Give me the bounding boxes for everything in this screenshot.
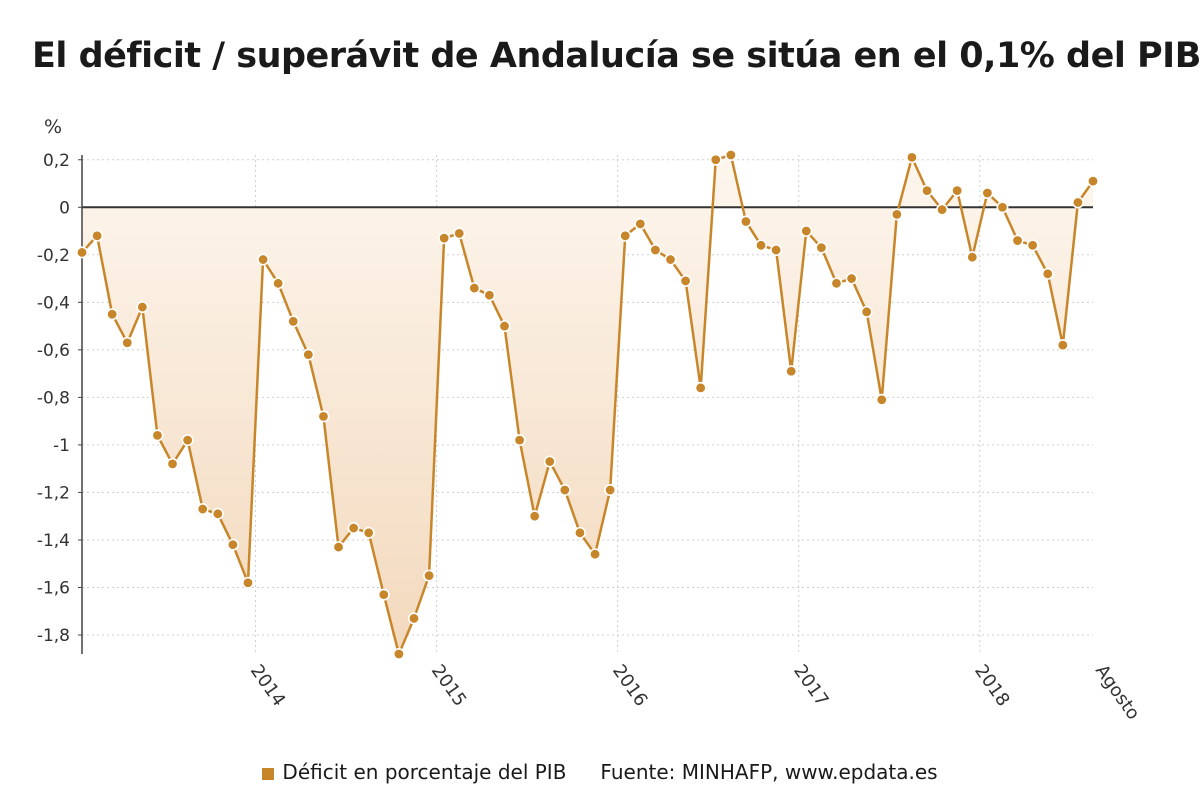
x-tick-label: 2014: [246, 661, 289, 711]
line-area-chart: 0,2 0 -0,2 -0,4 -0,6 -0,8 -1 -1,2 -1,4 -1,6 -1,8 2…: [37, 116, 1144, 724]
chart-title: El déficit / superávit de Andalucía se s…: [32, 36, 1200, 76]
data-point: [528, 510, 541, 523]
data-point: [573, 526, 586, 539]
data-point: [196, 503, 209, 516]
data-point: [694, 381, 707, 394]
data-point: [845, 272, 858, 285]
data-point: [513, 434, 526, 447]
data-points: [76, 149, 1100, 660]
data-point: [1011, 234, 1024, 247]
data-point: [302, 348, 315, 361]
y-tick-label: -1,6: [37, 578, 70, 598]
data-point: [604, 484, 617, 497]
data-point: [211, 507, 224, 520]
data-point: [1041, 267, 1054, 280]
data-point: [106, 308, 119, 321]
legend-swatch: [262, 768, 275, 780]
y-axis-label: %: [44, 116, 62, 138]
data-point: [91, 229, 104, 242]
data-point: [966, 251, 979, 264]
data-point: [830, 277, 843, 290]
data-point: [453, 227, 466, 240]
x-tick-label: Agosto: [1091, 661, 1144, 724]
y-tick-label: -1: [53, 436, 70, 456]
data-point: [241, 576, 254, 589]
x-tick-label: 2017: [789, 661, 832, 711]
data-point: [558, 484, 571, 497]
data-point: [438, 232, 451, 245]
data-point: [951, 184, 964, 197]
y-tick-label: -1,8: [37, 626, 70, 646]
y-tick-label: -0,2: [37, 246, 70, 266]
data-point: [1071, 196, 1084, 209]
data-point: [724, 149, 737, 162]
data-point: [936, 203, 949, 216]
y-tick-labels: 0,2 0 -0,2 -0,4 -0,6 -0,8 -1 -1,2 -1,4 -1,6 -1,8: [37, 151, 82, 646]
x-tick-label: 2015: [427, 661, 470, 711]
data-point: [121, 336, 134, 349]
data-point: [1087, 175, 1100, 188]
x-tick-label: 2018: [970, 661, 1013, 711]
data-point: [649, 244, 662, 257]
data-point: [739, 215, 752, 228]
y-tick-label: -0,4: [37, 293, 70, 313]
x-tick-labels: 2014 2015 2016 2017 2018 Agosto: [246, 661, 1144, 724]
data-point: [407, 612, 420, 625]
source-note: Fuente: MINHAFP, www.epdata.es: [600, 760, 938, 784]
data-point: [800, 225, 813, 238]
data-point: [634, 217, 647, 230]
data-point: [257, 253, 270, 266]
deficit-line: [81, 153, 1095, 656]
data-point: [151, 429, 164, 442]
y-tick-label: -1,4: [37, 531, 70, 551]
deficit-area: [82, 155, 1093, 654]
data-point: [860, 305, 873, 318]
data-point: [166, 457, 179, 470]
data-point: [619, 229, 632, 242]
data-point: [136, 301, 149, 314]
data-point: [875, 393, 888, 406]
y-tick-label: -0,6: [37, 341, 70, 361]
data-point: [272, 277, 285, 290]
y-tick-label: 0: [59, 198, 70, 218]
data-point: [815, 241, 828, 254]
data-point: [921, 184, 934, 197]
data-point: [709, 153, 722, 166]
legend-label: Déficit en porcentaje del PIB: [282, 760, 567, 784]
data-point: [905, 151, 918, 164]
data-point: [483, 289, 496, 302]
data-point: [981, 187, 994, 200]
data-point: [76, 246, 89, 259]
data-point: [377, 588, 390, 601]
data-point: [679, 274, 692, 287]
data-point: [362, 526, 375, 539]
data-point: [770, 244, 783, 257]
data-point: [755, 239, 768, 252]
y-tick-label: -0,8: [37, 388, 70, 408]
data-point: [332, 541, 345, 554]
data-point: [589, 548, 602, 561]
data-point: [1026, 239, 1039, 252]
data-point: [543, 455, 556, 468]
y-tick-label: 0,2: [43, 151, 70, 171]
data-point: [287, 315, 300, 328]
data-point: [392, 647, 405, 660]
data-point: [468, 282, 481, 295]
data-point: [996, 201, 1009, 214]
data-point: [664, 253, 677, 266]
data-point: [890, 208, 903, 221]
footer: Déficit en porcentaje del PIB Fuente: MIN…: [0, 760, 1200, 784]
data-point: [347, 522, 360, 535]
data-point: [317, 410, 330, 423]
x-tick-label: 2016: [608, 661, 651, 711]
data-point: [498, 320, 511, 333]
data-point: [785, 365, 798, 378]
data-point: [181, 434, 194, 447]
y-tick-label: -1,2: [37, 483, 70, 503]
data-point: [423, 569, 436, 582]
data-point: [1056, 339, 1069, 352]
data-point: [226, 538, 239, 551]
